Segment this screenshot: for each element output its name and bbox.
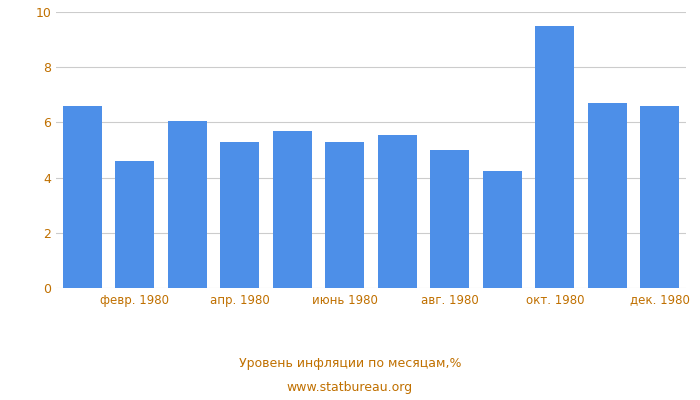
Text: Уровень инфляции по месяцам,%: Уровень инфляции по месяцам,% <box>239 358 461 370</box>
Bar <box>640 106 680 288</box>
Bar <box>167 121 207 288</box>
Bar <box>272 131 312 288</box>
Bar <box>377 135 417 288</box>
Bar <box>587 103 627 288</box>
Bar <box>430 150 470 288</box>
Bar <box>220 142 260 288</box>
Bar <box>482 171 522 288</box>
Bar <box>115 161 155 288</box>
Bar <box>535 26 575 288</box>
Bar <box>62 106 102 288</box>
Bar <box>325 142 365 288</box>
Text: www.statbureau.org: www.statbureau.org <box>287 382 413 394</box>
